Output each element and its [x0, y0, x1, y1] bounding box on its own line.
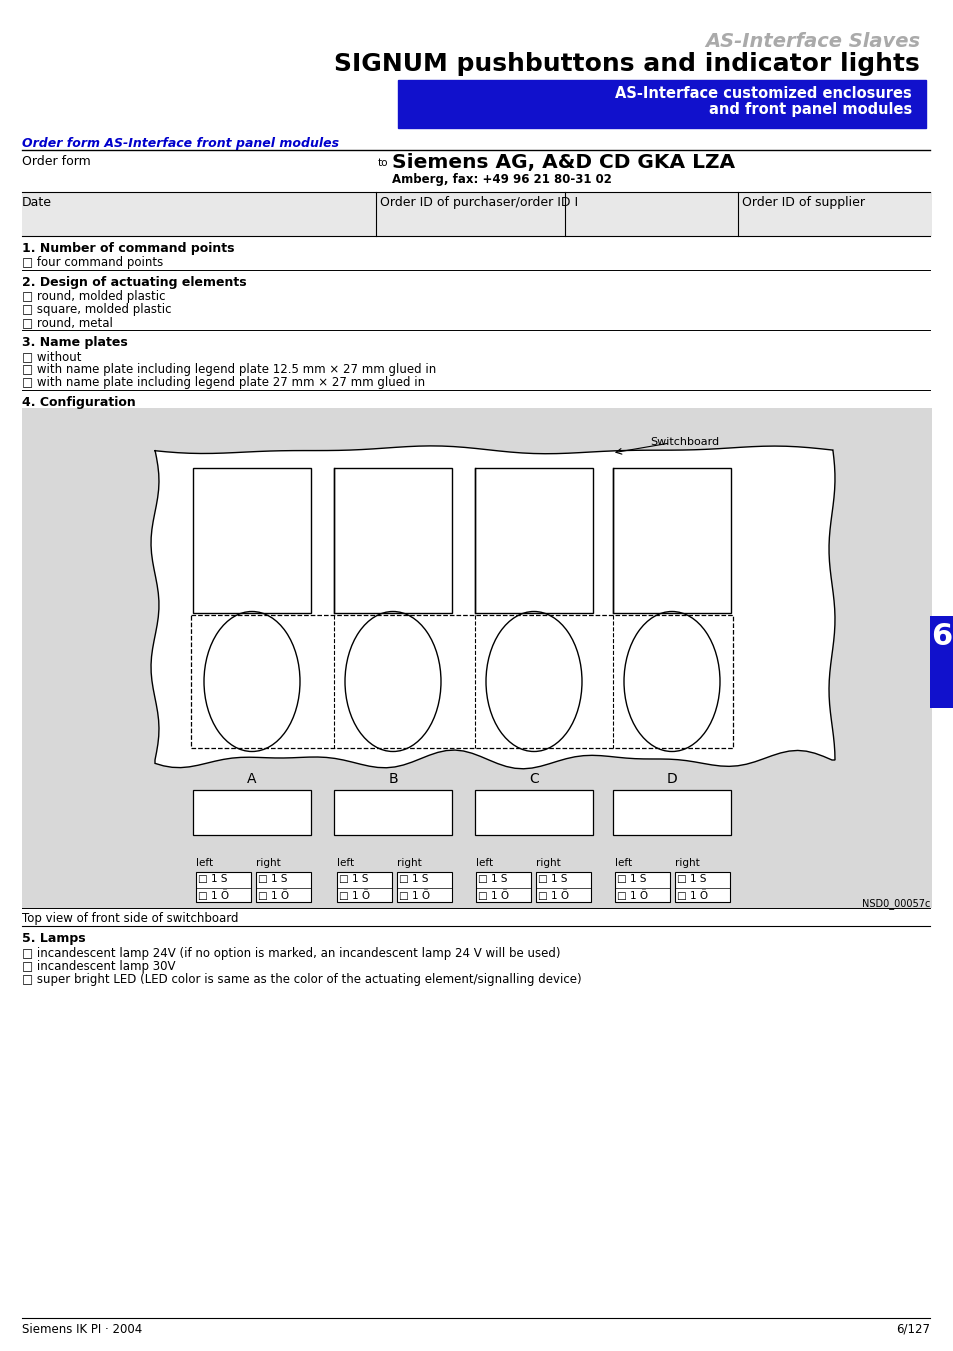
- Bar: [536, 871, 590, 902]
- Text: □ four command points: □ four command points: [22, 255, 163, 269]
- Bar: [475, 467, 593, 613]
- Bar: [195, 871, 251, 902]
- Text: Order ID of supplier: Order ID of supplier: [741, 196, 864, 209]
- Text: AS-Interface Slaves: AS-Interface Slaves: [704, 32, 919, 51]
- Text: □ without: □ without: [22, 350, 81, 363]
- Bar: [396, 871, 452, 902]
- Text: □ 1 S: □ 1 S: [338, 874, 368, 884]
- Bar: [334, 467, 452, 613]
- Bar: [615, 871, 669, 902]
- Text: □ 1 Ö: □ 1 Ö: [477, 890, 509, 901]
- Text: □ with name plate including legend plate 12.5 mm × 27 mm glued in: □ with name plate including legend plate…: [22, 363, 436, 376]
- Text: □ 1 S: □ 1 S: [537, 874, 567, 884]
- Bar: [613, 467, 730, 613]
- Bar: [22, 408, 931, 908]
- Bar: [22, 192, 931, 236]
- Polygon shape: [151, 446, 834, 769]
- Bar: [255, 871, 311, 902]
- Text: left: left: [195, 858, 213, 867]
- Text: Date: Date: [22, 196, 52, 209]
- Text: □ 1 Ö: □ 1 Ö: [198, 890, 229, 901]
- Text: □ 1 Ö: □ 1 Ö: [617, 890, 647, 901]
- Text: 1. Number of command points: 1. Number of command points: [22, 242, 234, 255]
- Text: 2. Design of actuating elements: 2. Design of actuating elements: [22, 276, 247, 289]
- Bar: [193, 790, 311, 835]
- Text: □ 1 S: □ 1 S: [617, 874, 646, 884]
- Text: □ 1 S: □ 1 S: [398, 874, 428, 884]
- Text: □ 1 S: □ 1 S: [677, 874, 706, 884]
- Text: Top view of front side of switchboard: Top view of front side of switchboard: [22, 912, 238, 925]
- Text: right: right: [255, 858, 280, 867]
- Text: B: B: [388, 771, 397, 786]
- Text: □ 1 S: □ 1 S: [198, 874, 227, 884]
- Text: □ 1 Ö: □ 1 Ö: [537, 890, 569, 901]
- Text: □ round, metal: □ round, metal: [22, 316, 112, 330]
- Text: C: C: [529, 771, 538, 786]
- Text: □ 1 Ö: □ 1 Ö: [257, 890, 289, 901]
- Text: left: left: [615, 858, 632, 867]
- Text: Siemens AG, A&D CD GKA LZA: Siemens AG, A&D CD GKA LZA: [392, 153, 735, 172]
- Bar: [336, 871, 392, 902]
- Text: to: to: [377, 158, 388, 168]
- Text: Order form AS-Interface front panel modules: Order form AS-Interface front panel modu…: [22, 136, 338, 150]
- Text: □ incandescent lamp 24V (if no option is marked, an incandescent lamp 24 V will : □ incandescent lamp 24V (if no option is…: [22, 947, 560, 961]
- Text: 5. Lamps: 5. Lamps: [22, 932, 86, 944]
- Text: NSD0_00057c: NSD0_00057c: [861, 898, 929, 909]
- Text: 4. Configuration: 4. Configuration: [22, 396, 135, 409]
- Bar: [191, 615, 732, 748]
- Text: A: A: [247, 771, 256, 786]
- Text: D: D: [666, 771, 677, 786]
- Text: □ super bright LED (LED color is same as the color of the actuating element/sign: □ super bright LED (LED color is same as…: [22, 973, 581, 986]
- Bar: [193, 467, 311, 613]
- Text: AS-Interface customized enclosures: AS-Interface customized enclosures: [615, 86, 911, 101]
- Text: □ incandescent lamp 30V: □ incandescent lamp 30V: [22, 961, 175, 973]
- Text: □ 1 Ö: □ 1 Ö: [338, 890, 370, 901]
- Text: Switchboard: Switchboard: [649, 436, 719, 447]
- Text: right: right: [536, 858, 560, 867]
- Bar: [675, 871, 729, 902]
- Text: □ 1 S: □ 1 S: [477, 874, 507, 884]
- Text: Order form: Order form: [22, 155, 91, 168]
- Bar: [334, 790, 452, 835]
- Text: SIGNUM pushbuttons and indicator lights: SIGNUM pushbuttons and indicator lights: [334, 51, 919, 76]
- Text: Amberg, fax: +49 96 21 80-31 02: Amberg, fax: +49 96 21 80-31 02: [392, 173, 611, 186]
- Text: left: left: [336, 858, 354, 867]
- Bar: [397, 80, 925, 128]
- Text: □ 1 Ö: □ 1 Ö: [677, 890, 707, 901]
- Text: and front panel modules: and front panel modules: [708, 101, 911, 118]
- Text: □ 1 Ö: □ 1 Ö: [398, 890, 430, 901]
- Text: right: right: [396, 858, 421, 867]
- Text: Order ID of purchaser/order ID I: Order ID of purchaser/order ID I: [379, 196, 578, 209]
- Bar: [929, 616, 953, 708]
- Bar: [613, 790, 730, 835]
- Text: left: left: [476, 858, 493, 867]
- Text: □ square, molded plastic: □ square, molded plastic: [22, 303, 172, 316]
- Text: □ round, molded plastic: □ round, molded plastic: [22, 290, 165, 303]
- Text: 6: 6: [930, 621, 952, 651]
- Text: 6/127: 6/127: [895, 1323, 929, 1336]
- Text: □ 1 S: □ 1 S: [257, 874, 287, 884]
- Bar: [476, 871, 531, 902]
- Text: Siemens IK PI · 2004: Siemens IK PI · 2004: [22, 1323, 142, 1336]
- Text: right: right: [675, 858, 699, 867]
- Text: 3. Name plates: 3. Name plates: [22, 336, 128, 349]
- Bar: [475, 790, 593, 835]
- Text: □ with name plate including legend plate 27 mm × 27 mm glued in: □ with name plate including legend plate…: [22, 376, 425, 389]
